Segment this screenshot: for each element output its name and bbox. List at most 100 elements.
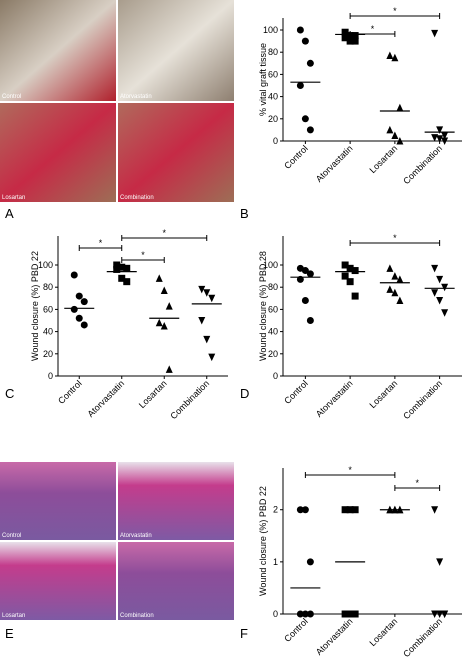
significance-label: * (371, 24, 375, 34)
point (386, 125, 394, 134)
x-tick-label: Losartan (137, 378, 169, 410)
x-tick-label: Control (282, 616, 310, 644)
y-tick-label: 40 (268, 92, 278, 102)
point (296, 506, 304, 514)
point (431, 29, 439, 38)
point (441, 137, 449, 145)
point (441, 283, 449, 292)
point (431, 610, 439, 618)
point (155, 318, 163, 327)
point (198, 285, 206, 294)
point (351, 32, 359, 40)
point (165, 302, 173, 310)
point (296, 82, 304, 89)
y-tick-label: 0 (273, 371, 278, 381)
significance-label: * (162, 228, 166, 238)
y-axis-label: Wound closure (%) PBD 22 (258, 486, 268, 596)
panel-label: A (5, 206, 14, 221)
point (436, 558, 444, 566)
significance-label: * (415, 478, 419, 488)
point (75, 314, 83, 322)
point (301, 37, 309, 45)
point (396, 137, 404, 145)
y-tick-label: 80 (43, 282, 53, 292)
x-tick-label: Control (282, 378, 310, 406)
photo-caption: Control (2, 533, 21, 539)
y-tick-label: 20 (268, 114, 278, 124)
point (301, 610, 309, 618)
y-tick-label: 60 (268, 69, 278, 79)
point (80, 321, 88, 329)
point (386, 264, 394, 272)
point (341, 272, 349, 280)
y-tick-label: 100 (263, 260, 278, 270)
point (203, 335, 211, 344)
point (436, 297, 444, 305)
y-tick-label: 0 (48, 371, 53, 381)
point (118, 263, 126, 271)
point (391, 288, 399, 297)
point (346, 278, 354, 286)
panel-label: C (5, 386, 14, 401)
point (431, 289, 439, 297)
panel-label: D (240, 386, 249, 401)
x-tick-label: Combination (401, 143, 444, 186)
point (391, 272, 399, 280)
point (351, 506, 359, 514)
x-tick-label: Atorvastatin (85, 378, 126, 419)
x-tick-label: Losartan (367, 143, 399, 175)
point (306, 558, 314, 566)
significance-label: * (393, 233, 397, 243)
y-tick-label: 40 (268, 327, 278, 337)
y-tick-label: 2 (273, 505, 278, 515)
point (351, 37, 359, 45)
y-tick-label: 60 (43, 304, 53, 314)
x-tick-label: Combination (401, 616, 444, 659)
x-tick-label: Losartan (367, 616, 399, 648)
point (198, 317, 206, 325)
point (351, 610, 359, 618)
x-tick-label: Control (282, 143, 310, 171)
point (301, 506, 309, 514)
point (441, 131, 449, 140)
y-tick-label: 0 (273, 136, 278, 146)
point (208, 294, 216, 303)
point (391, 53, 399, 62)
x-tick-label: Losartan (367, 378, 399, 410)
point (123, 264, 131, 272)
chart: 0 1 2 Wound closure (%) PBD 22 Control Atorva… (240, 465, 462, 659)
point (391, 131, 399, 139)
point (346, 506, 354, 514)
point (296, 26, 304, 34)
y-tick-label: 20 (268, 349, 278, 359)
point (123, 278, 131, 286)
y-axis-label: Wound closure (%) PBD 28 (258, 251, 268, 361)
point (436, 610, 444, 618)
significance-label: * (393, 6, 397, 16)
y-tick-label: 20 (43, 349, 53, 359)
point (341, 28, 349, 36)
point (396, 103, 404, 112)
y-tick-label: 40 (43, 327, 53, 337)
point (341, 34, 349, 42)
x-tick-label: Control (56, 378, 84, 406)
photo-caption: Atorvastatin (120, 94, 152, 100)
point (436, 126, 444, 134)
photo-caption: Atorvastatin (120, 533, 152, 539)
y-tick-label: 1 (273, 557, 278, 567)
point (301, 297, 309, 305)
point (346, 610, 354, 618)
point (351, 292, 359, 300)
significance-bar (78, 245, 123, 251)
y-tick-label: 100 (263, 25, 278, 35)
point (165, 365, 173, 373)
significance-bar (121, 235, 208, 241)
point (351, 267, 359, 275)
point (306, 59, 314, 67)
point (155, 274, 163, 282)
point (346, 37, 354, 45)
point (341, 506, 349, 514)
